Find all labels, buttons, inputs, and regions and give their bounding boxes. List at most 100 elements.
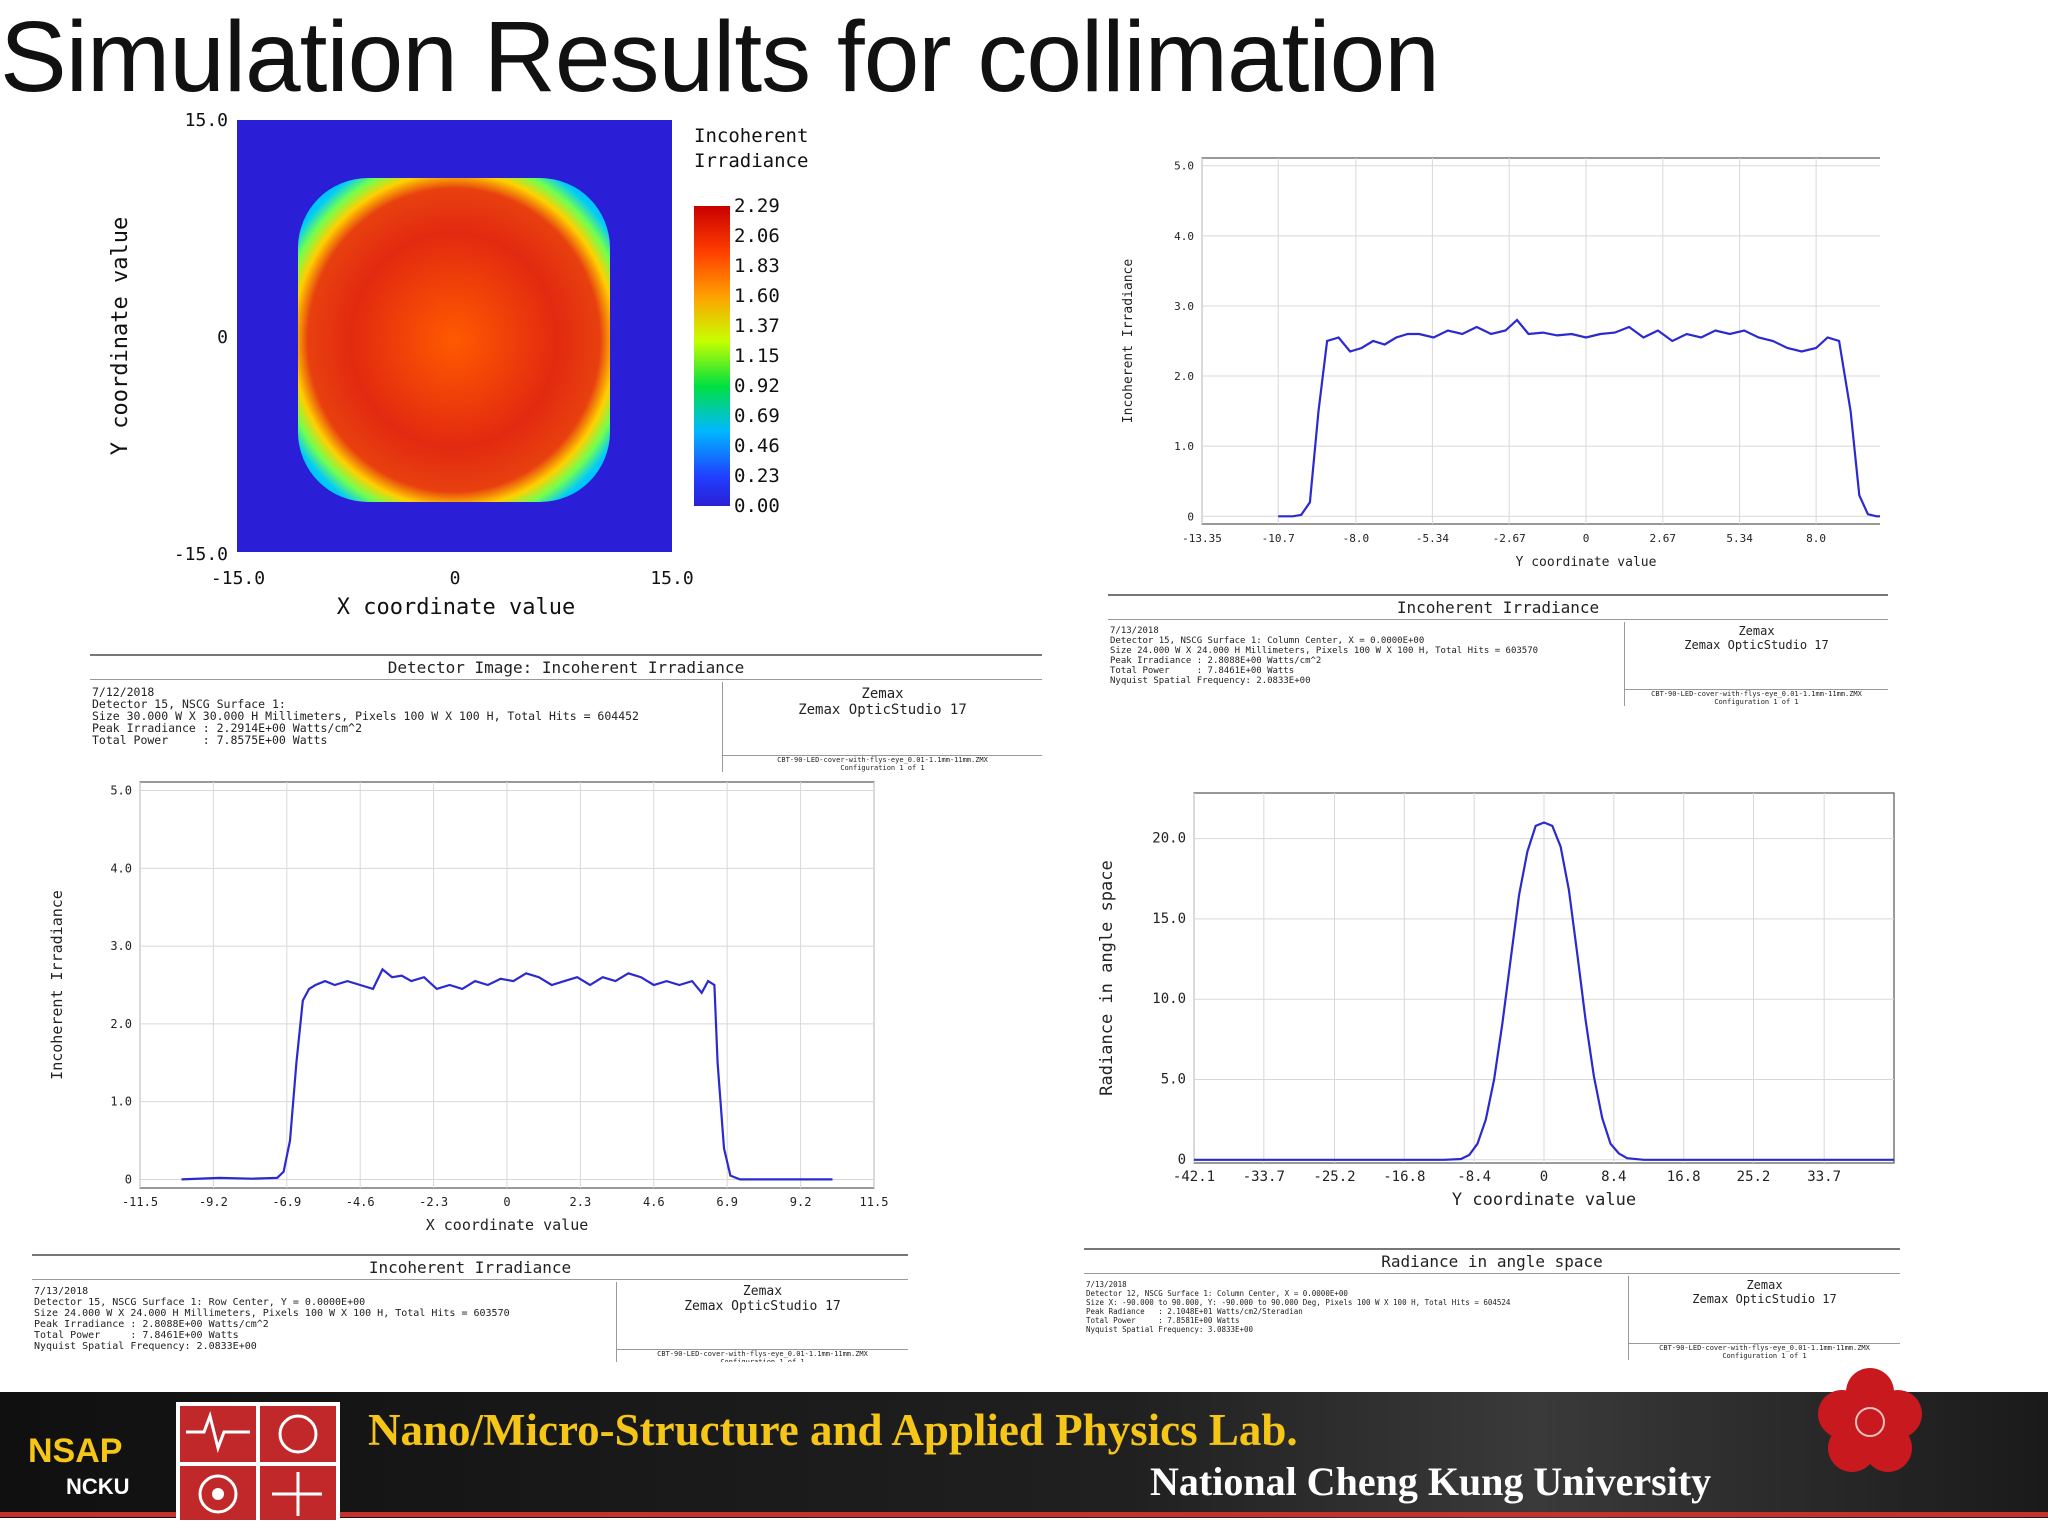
irradiance-x-info-meta: 7/13/2018 Detector 15, NSCG Surface 1: Ro…	[34, 1286, 510, 1352]
y-tick-label: 10.0	[1152, 991, 1186, 1007]
radiance-info-header: Radiance in angle space	[1084, 1250, 1900, 1274]
x-tick-label: -8.0	[1343, 532, 1370, 545]
detector-info-meta: 7/12/2018 Detector 15, NSCG Surface 1: Siz…	[92, 685, 639, 747]
x-tick-label: -25.2	[1313, 1169, 1355, 1185]
colorbar-tick-label: 0.46	[734, 435, 780, 457]
footer-university-name: National Cheng Kung University	[1150, 1459, 1712, 1504]
irradiance-x-line-chart: -11.5 -9.2 -6.9 -4.6 -2.3 0 2.3 4.6 6.9 9.2 11.5 5.…	[48, 781, 889, 1230]
radiance-line-chart: -42.1 -33.7 -25.2 -16.8 -8.4 0 8.4 16.8 25.2 33.7…	[1097, 792, 1895, 1210]
x-tick-label: -6.9	[272, 1195, 301, 1209]
colorbar	[694, 206, 730, 506]
x-tick-label: 8.4	[1601, 1169, 1626, 1185]
y-tick-label: 3.0	[1174, 300, 1194, 313]
colorbar-tick-label: 0.69	[734, 405, 780, 427]
heatmap-y-tick-top: 15.0	[185, 110, 228, 131]
colorbar-tick-label: 1.83	[734, 255, 780, 277]
y-axis-label: Incoherent Irradiance	[48, 890, 66, 1080]
x-tick-label: 16.8	[1667, 1169, 1701, 1185]
footer-banner: NSAP NCKU Nano/Micro-Structure and Appli…	[0, 1362, 2048, 1536]
heatmap-x-tick-mid: 0	[450, 568, 461, 589]
heatmap-spot	[298, 178, 610, 502]
irradiance-x-info-header: Incoherent Irradiance	[32, 1256, 908, 1280]
y-tick-label: 1.0	[110, 1095, 132, 1109]
heatmap-ylabel: Y coordinate value	[108, 217, 133, 455]
x-tick-label: -2.3	[419, 1195, 448, 1209]
x-tick-label: -10.7	[1262, 532, 1295, 545]
heatmap-y-tick-mid: 0	[217, 327, 228, 348]
slide-title: Simulation Results for collimation	[0, 1, 1440, 113]
irradiance-x-info-software: Zemax Zemax OpticStudio 17 CBT-90-LED-co…	[616, 1282, 908, 1366]
colorbar-tick-label: 1.60	[734, 285, 780, 307]
colorbar-tick-label: 0.00	[734, 495, 780, 517]
colorbar-tick-label: 1.37	[734, 315, 780, 337]
y-tick-label: 5.0	[1161, 1071, 1186, 1087]
y-axis-label: Radiance in angle space	[1097, 860, 1117, 1095]
x-axis-label: Y coordinate value	[1452, 1190, 1636, 1210]
x-tick-label: 8.0	[1806, 532, 1826, 545]
x-tick-label: 2.67	[1650, 532, 1677, 545]
colorbar-tick-label: 0.92	[734, 375, 780, 397]
colorbar-title-2: Irradiance	[694, 150, 808, 172]
x-tick-label: -16.8	[1383, 1169, 1425, 1185]
y-tick-label: 1.0	[1174, 440, 1194, 453]
footer-logo-nsap: NSAP	[28, 1432, 123, 1470]
radiance-info-meta: 7/13/2018 Detector 12, NSCG Surface 1: Co…	[1086, 1280, 1511, 1334]
plot-area	[1201, 157, 1880, 525]
radiance-info-block: Radiance in angle space 7/13/2018 Detecto…	[1084, 1248, 1900, 1360]
x-tick-label: 4.6	[643, 1195, 665, 1209]
x-tick-label: 0	[503, 1195, 510, 1209]
footer-bar	[0, 1392, 2048, 1518]
y-tick-label: 5.0	[1174, 160, 1194, 173]
footer-red-line	[0, 1512, 2048, 1517]
heatmap-y-tick-bottom: -15.0	[174, 544, 228, 565]
x-axis-label: X coordinate value	[426, 1216, 589, 1230]
x-tick-label: -11.5	[122, 1195, 158, 1209]
x-tick-label: -9.2	[199, 1195, 228, 1209]
radiance-info-software: Zemax Zemax OpticStudio 17 CBT-90-LED-co…	[1628, 1276, 1900, 1360]
x-tick-label: 25.2	[1737, 1169, 1771, 1185]
irradiance-y-info-block: Incoherent Irradiance 7/13/2018 Detector …	[1108, 594, 1888, 706]
y-tick-label: 0	[1178, 1152, 1186, 1168]
detector-info-block: Detector Image: Incoherent Irradiance 7/…	[90, 654, 1042, 772]
x-tick-label: -2.67	[1493, 532, 1526, 545]
x-tick-label: 33.7	[1807, 1169, 1841, 1185]
x-tick-label: -42.1	[1173, 1169, 1215, 1185]
y-tick-label: 4.0	[1174, 230, 1194, 243]
y-tick-label: 5.0	[110, 784, 132, 798]
x-tick-label: 5.34	[1726, 532, 1753, 545]
y-tick-label: 4.0	[110, 861, 132, 875]
x-tick-label: 6.9	[716, 1195, 738, 1209]
detector-image-heatmap: Incoherent Irradiance 2.29 2.06 1.83 1.60 1.…	[108, 110, 808, 620]
detector-info-software: Zemax Zemax OpticStudio 17 CBT-90-LED-co…	[722, 682, 1042, 772]
irradiance-y-info-header: Incoherent Irradiance	[1108, 596, 1888, 620]
heatmap-x-tick-right: 15.0	[650, 568, 693, 589]
footer-logo-ncku: NCKU	[66, 1474, 130, 1499]
x-tick-label: -13.35	[1182, 532, 1222, 545]
y-tick-label: 0	[125, 1172, 132, 1186]
x-axis-label: Y coordinate value	[1516, 555, 1657, 570]
series-line	[1278, 318, 1880, 518]
heatmap-xlabel: X coordinate value	[337, 595, 575, 620]
footer-lab-name: Nano/Micro-Structure and Applied Physics…	[368, 1405, 1298, 1455]
y-axis-label: Incoherent Irradiance	[1121, 259, 1136, 424]
y-tick-label: 2.0	[1174, 370, 1194, 383]
irradiance-x-info-block: Incoherent Irradiance 7/13/2018 Detector …	[32, 1254, 908, 1366]
y-tick-label: 2.0	[110, 1017, 132, 1031]
x-tick-label: 2.3	[570, 1195, 592, 1209]
x-tick-label: 9.2	[790, 1195, 812, 1209]
x-tick-label: 11.5	[860, 1195, 889, 1209]
university-emblem-icon	[1818, 1368, 1922, 1472]
y-tick-label: 20.0	[1152, 831, 1186, 847]
irradiance-y-info-software: Zemax Zemax OpticStudio 17 CBT-90-LED-co…	[1624, 622, 1888, 706]
colorbar-tick-label: 2.06	[734, 225, 780, 247]
x-tick-label: -4.6	[346, 1195, 375, 1209]
series-line	[181, 967, 833, 1181]
series-line	[1194, 821, 1894, 1161]
irradiance-y-info-meta: 7/13/2018 Detector 15, NSCG Surface 1: Co…	[1110, 626, 1539, 686]
x-tick-label: -8.4	[1457, 1169, 1491, 1185]
y-tick-label: 15.0	[1152, 911, 1186, 927]
colorbar-tick-label: 0.23	[734, 465, 780, 487]
x-tick-label: -33.7	[1243, 1169, 1285, 1185]
x-tick-label: 0	[1583, 532, 1590, 545]
detector-info-header: Detector Image: Incoherent Irradiance	[90, 656, 1042, 680]
